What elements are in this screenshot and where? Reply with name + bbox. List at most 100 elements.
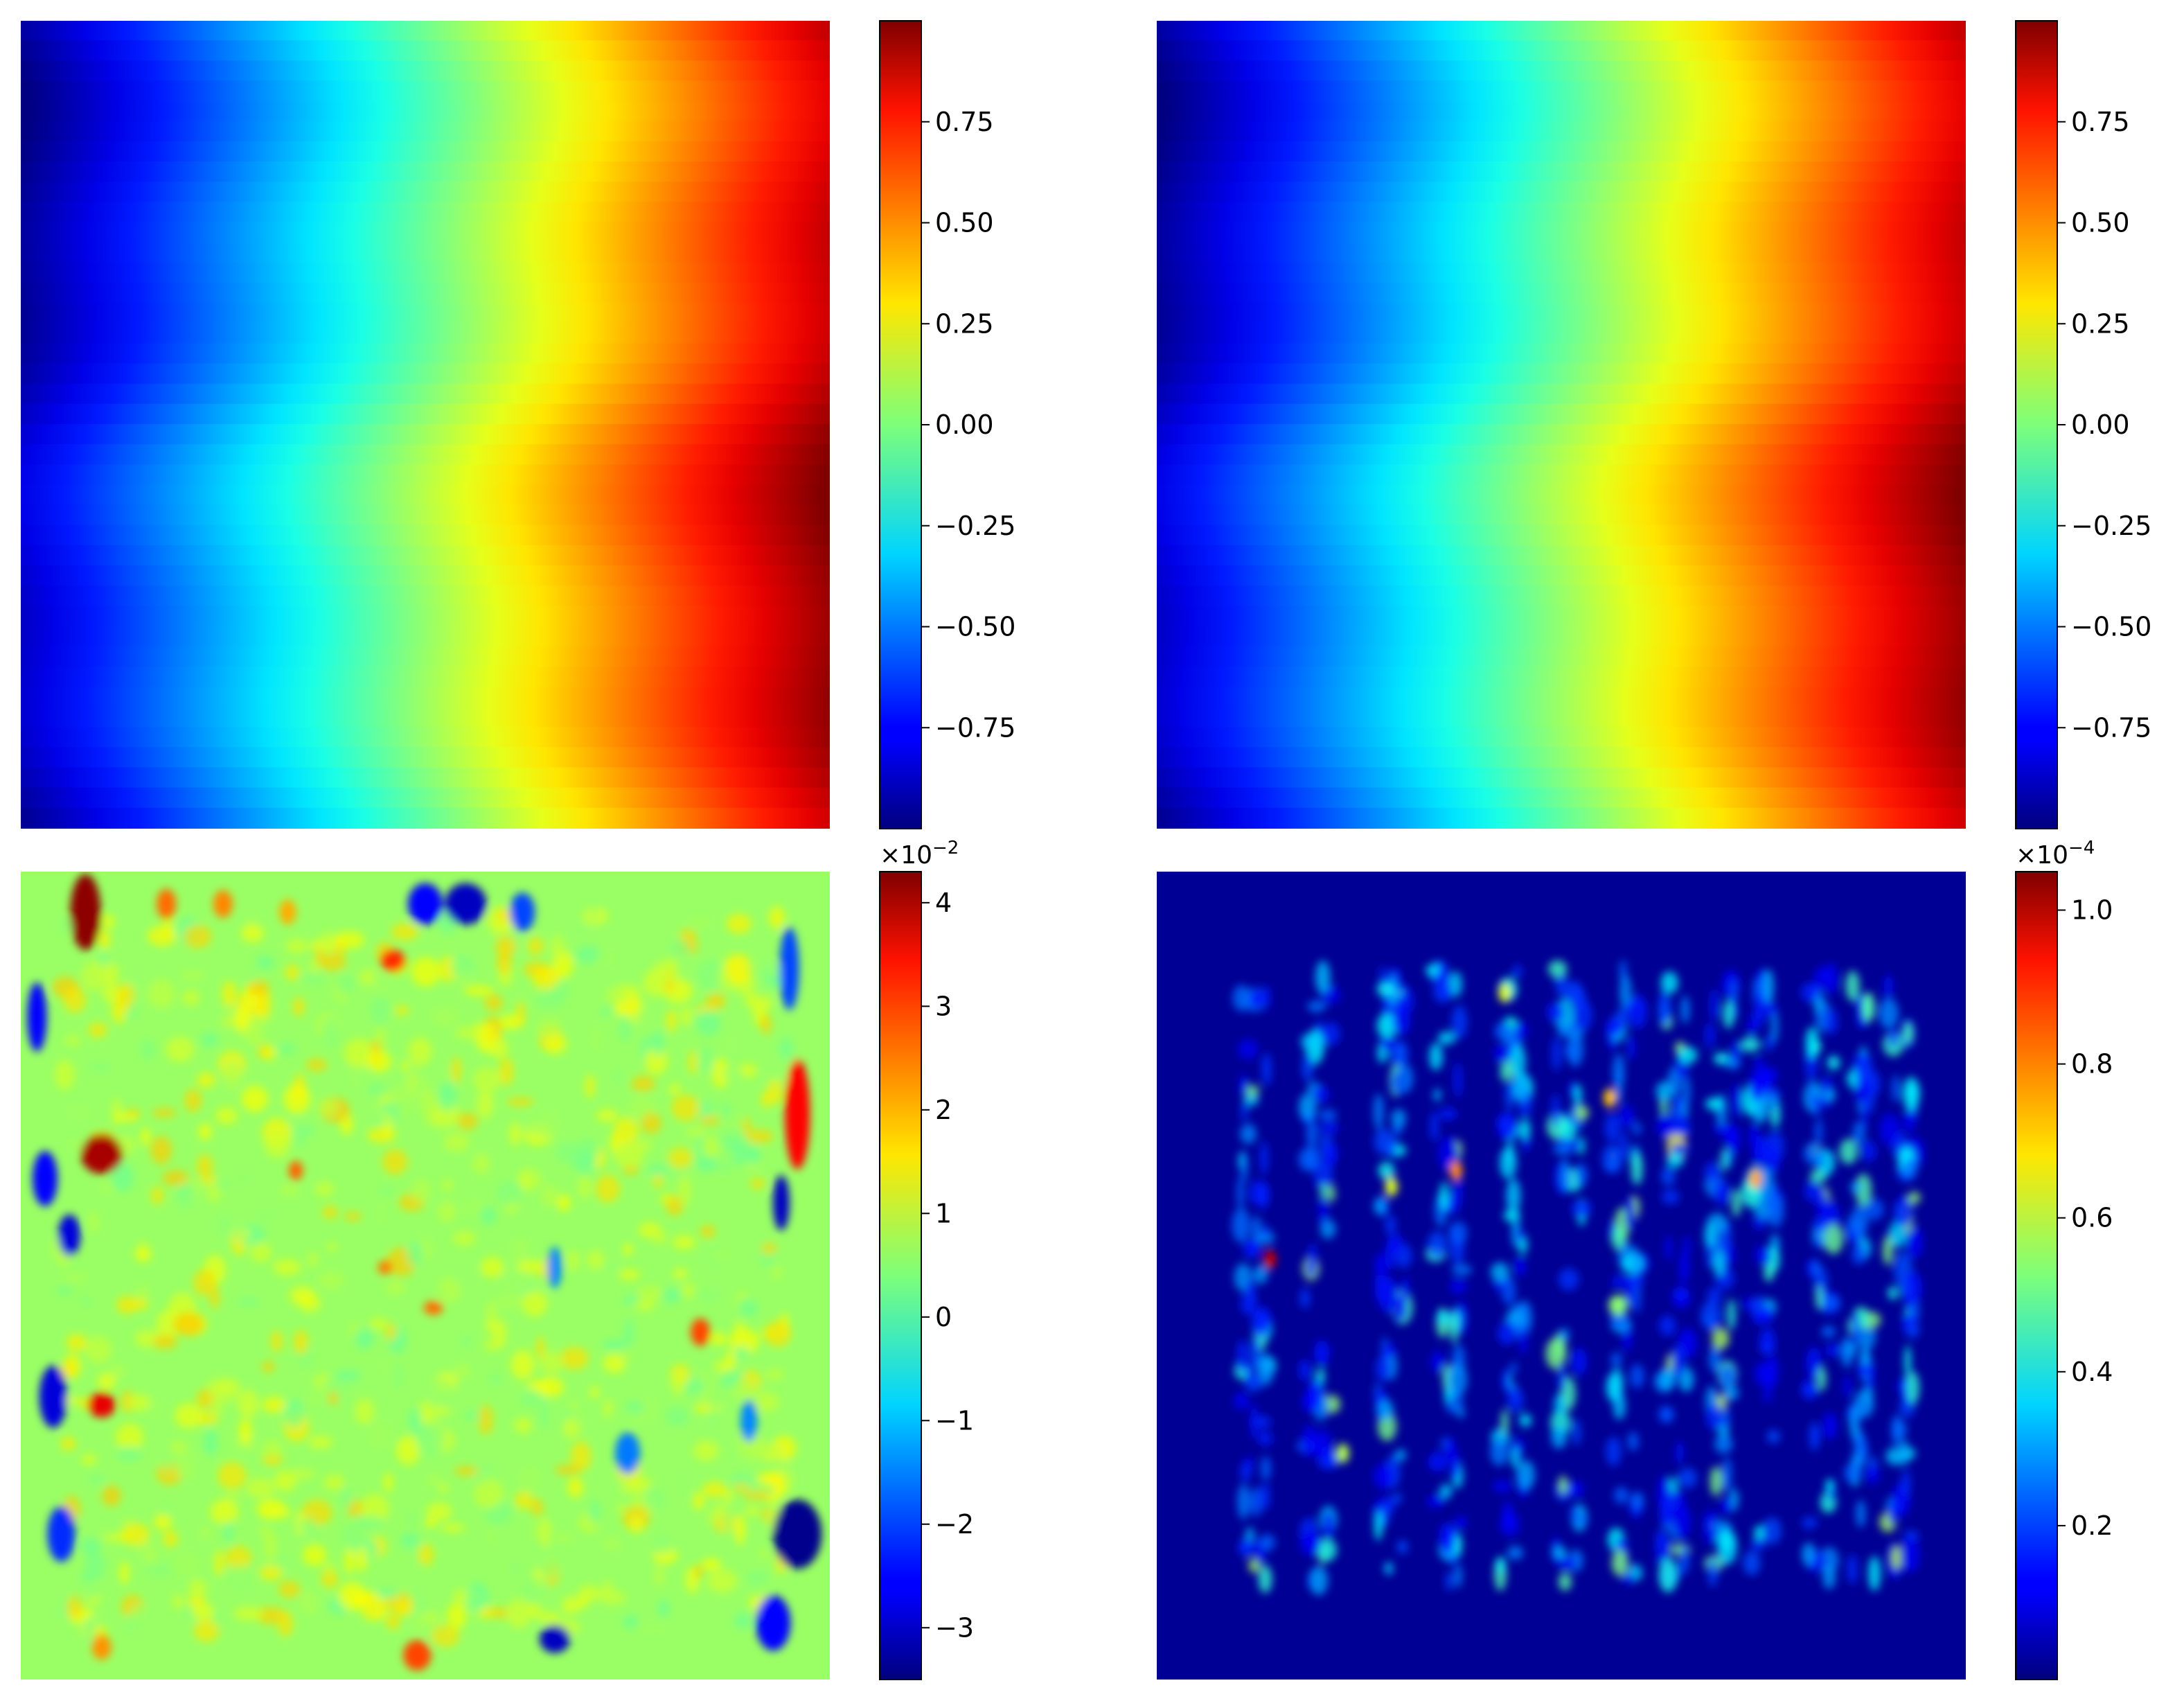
heatmap-cell: [700, 1045, 713, 1074]
heatmap-cell: [184, 924, 212, 949]
heatmap-cell: [1562, 980, 1583, 1003]
heatmap-cell: [453, 1364, 471, 1379]
heatmap-cell: [543, 1034, 567, 1055]
heatmap-cell: [623, 1319, 635, 1347]
heatmap-cell: [193, 1269, 216, 1296]
heatmap-cell: [1322, 1022, 1340, 1046]
heatmap-row: [1157, 60, 1966, 82]
heatmap-cell: [1511, 1445, 1520, 1469]
heatmap-row: [21, 585, 830, 608]
heatmap-cell: [614, 1117, 639, 1144]
heatmap-cell: [1512, 1070, 1529, 1102]
heatmap-cell: [241, 924, 264, 943]
heatmap-cell: [539, 1350, 564, 1375]
heatmap-cell: [1825, 1479, 1834, 1494]
heatmap-cell: [112, 1098, 122, 1126]
heatmap-cell: [441, 1523, 465, 1533]
heatmap-cell: [1615, 1068, 1623, 1104]
heatmap-cell: [425, 1518, 437, 1528]
heatmap-cell: [1613, 1486, 1629, 1504]
heatmap-cell: [1658, 995, 1671, 1026]
heatmap-cell: [1655, 1528, 1666, 1553]
heatmap-cell: [382, 1149, 408, 1175]
heatmap-row: [21, 403, 830, 425]
heatmap-cell: [664, 958, 680, 985]
heatmap-cell: [291, 1118, 305, 1131]
heatmap-cell: [554, 1465, 580, 1475]
heatmap-cell: [1604, 1113, 1620, 1143]
heatmap-cell: [1454, 1564, 1462, 1588]
heatmap-cell: [435, 1285, 448, 1302]
heatmap-cell: [510, 1237, 529, 1264]
heatmap-row: [1157, 787, 1966, 809]
heatmap-cell: [1428, 1231, 1447, 1259]
heatmap-cell: [591, 1025, 602, 1051]
colorbar-tick-label: −1: [935, 1405, 974, 1436]
heatmap-extremum: [615, 1432, 640, 1474]
heatmap-cell: [55, 1059, 75, 1090]
heatmap-cell: [97, 1372, 116, 1391]
heatmap-cell: [1723, 1000, 1734, 1029]
heatmap-cell: [1387, 1233, 1404, 1253]
colorbar-gradient: [2016, 872, 2057, 1680]
heatmap-cell: [182, 989, 200, 1006]
heatmap-cell: [294, 1126, 305, 1149]
heatmap-cell: [438, 1082, 456, 1112]
heatmap-row: [1157, 767, 1966, 789]
heatmap-cell: [130, 1298, 150, 1310]
heatmap-cell: [380, 1102, 400, 1115]
heatmap-cell: [411, 1178, 432, 1203]
heatmap-cell: [197, 1154, 213, 1179]
heatmap-cell: [1374, 1269, 1387, 1304]
heatmap-cell: [1727, 1298, 1736, 1330]
heatmap-cell: [263, 1045, 276, 1060]
heatmap-cell: [1843, 1375, 1852, 1399]
heatmap-cell: [619, 1014, 632, 1043]
heatmap-cell: [1888, 1499, 1899, 1525]
heatmap-cell: [1300, 1531, 1322, 1556]
heatmap-cell: [742, 1117, 752, 1136]
heatmap-cell: [1770, 1011, 1779, 1043]
heatmap-extremum: [779, 926, 799, 1010]
heatmap-cell: [58, 918, 73, 933]
heatmap-cell: [585, 1074, 595, 1099]
heatmap-cell: [1455, 1533, 1462, 1556]
heatmap-cell: [1502, 1368, 1510, 1393]
heatmap-cell: [688, 1050, 698, 1075]
colorbar: −0.75 −0.50 −0.25 0.00 0.25 0.50 0.75: [2015, 20, 2151, 829]
heatmap-cell: [116, 1423, 143, 1452]
heatmap-cell: [1374, 1127, 1393, 1155]
heatmap-cell: [1575, 1163, 1588, 1187]
heatmap-cell: [1376, 1013, 1397, 1039]
heatmap-cell: [1667, 1152, 1684, 1167]
heatmap-cell: [511, 1562, 521, 1577]
heatmap-field: [21, 21, 830, 829]
heatmap-cell: [126, 1393, 151, 1411]
heatmap-cell: [466, 1582, 489, 1611]
heatmap-cell: [1320, 1183, 1327, 1199]
heatmap-cell: [262, 1360, 275, 1373]
heatmap-cell: [426, 1474, 439, 1486]
heatmap-cell: [1259, 1482, 1270, 1510]
heatmap-cell: [531, 1498, 544, 1517]
heatmap-extremum: [772, 1175, 790, 1231]
heatmap-cell: [213, 1179, 231, 1189]
heatmap-row: [1157, 464, 1966, 486]
heatmap-cell: [270, 1330, 283, 1352]
heatmap-cell: [1804, 1181, 1822, 1202]
heatmap-cell: [769, 906, 785, 929]
heatmap-row: [21, 545, 830, 567]
heatmap-cell: [1491, 1262, 1509, 1282]
heatmap-cell: [1384, 1562, 1394, 1576]
heatmap-cell: [1374, 1197, 1387, 1215]
heatmap-cell: [1574, 1084, 1582, 1107]
heatmap-cell: [360, 1591, 386, 1621]
heatmap-cell: [1852, 1244, 1866, 1265]
heatmap-bottom-right: 0.2 0.4 0.6 0.8 1.0 ×10−4: [1157, 838, 2113, 1680]
heatmap-cell: [481, 1206, 496, 1225]
heatmap-cell: [506, 1598, 531, 1629]
heatmap-cell: [1244, 1084, 1260, 1098]
heatmap-cell: [671, 1371, 686, 1396]
heatmap-hotspot: [1385, 1176, 1398, 1197]
